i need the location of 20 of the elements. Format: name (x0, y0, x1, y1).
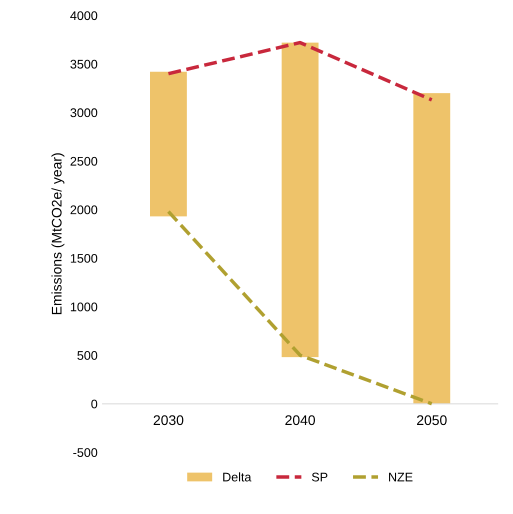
y-tick-label: 2000 (70, 205, 98, 214)
y-tick-label: 0 (91, 400, 98, 408)
y-tick-label: -500 (73, 448, 98, 457)
y-axis-title: Emissions (MtCO2e/ year) (51, 153, 64, 314)
y-tick-label: 3000 (70, 108, 98, 118)
x-tick-label: 2030 (154, 415, 184, 426)
bar (150, 72, 187, 216)
legend-label: SP (312, 472, 328, 482)
y-tick-label: 2500 (70, 156, 98, 166)
y-tick-label: 1000 (70, 302, 98, 312)
y-tick-label: 4000 (70, 11, 98, 20)
bar (413, 93, 450, 404)
y-tick-label: 3500 (70, 60, 98, 69)
x-tick-label: 2040 (285, 415, 316, 426)
legend-label: Delta (223, 472, 252, 482)
x-tick-label: 2050 (417, 415, 447, 426)
legend-label: NZE (389, 472, 412, 482)
y-tick-label: 1500 (70, 254, 98, 263)
y-tick-label: 500 (77, 351, 98, 360)
bar (282, 42, 319, 358)
